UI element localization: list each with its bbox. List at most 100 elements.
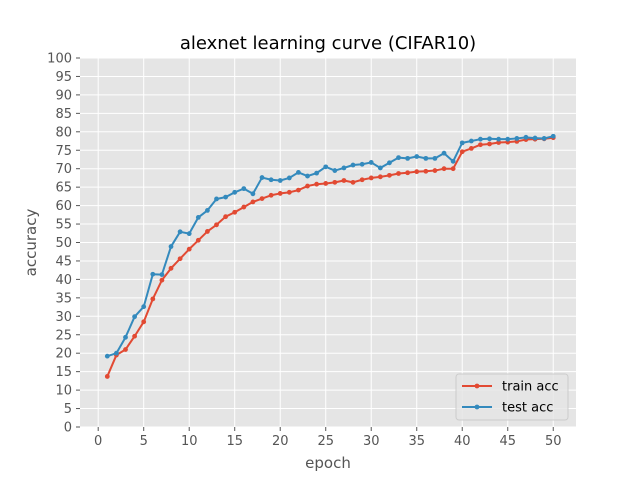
- data-point-test-acc: [205, 207, 210, 213]
- data-point-test-acc: [523, 134, 529, 140]
- data-point-train-acc: [396, 171, 401, 176]
- data-point-test-acc: [441, 150, 447, 156]
- y-tick-label: 55: [55, 218, 72, 233]
- x-tick-label: 45: [499, 434, 516, 449]
- data-point-train-acc: [277, 191, 283, 196]
- y-tick-label: 100: [47, 52, 72, 67]
- data-point-test-acc: [423, 155, 429, 161]
- data-point-test-acc: [368, 160, 374, 165]
- data-point-train-acc: [168, 265, 174, 271]
- data-point-test-acc: [350, 162, 356, 168]
- x-tick-label: 25: [317, 434, 334, 449]
- legend-label-test-acc: test acc: [502, 401, 553, 416]
- data-point-test-acc: [550, 133, 556, 139]
- data-point-test-acc: [223, 194, 229, 200]
- data-point-train-acc: [377, 174, 383, 180]
- data-point-test-acc: [405, 155, 411, 161]
- data-point-train-acc: [159, 277, 165, 283]
- y-tick-label: 75: [55, 144, 72, 159]
- x-tick-label: 35: [408, 434, 425, 449]
- data-point-train-acc: [423, 168, 429, 174]
- data-point-train-acc: [223, 214, 229, 220]
- data-point-train-acc: [250, 199, 256, 205]
- y-tick-label: 50: [55, 236, 72, 251]
- gridlines: [80, 57, 576, 428]
- y-tick-label: 60: [55, 199, 72, 214]
- data-point-train-acc: [405, 170, 411, 176]
- data-point-train-acc: [286, 189, 292, 195]
- x-tick-label: 30: [363, 434, 380, 449]
- data-point-test-acc: [459, 140, 465, 146]
- data-point-train-acc: [205, 229, 210, 234]
- y-tick-label: 25: [55, 328, 72, 343]
- data-point-test-acc: [314, 170, 320, 176]
- data-point-test-acc: [496, 136, 502, 142]
- y-tick-label: 70: [55, 162, 72, 177]
- data-point-test-acc: [359, 161, 365, 167]
- data-point-train-acc: [450, 166, 456, 172]
- x-tick-label: 10: [181, 434, 198, 449]
- data-point-test-acc: [159, 272, 165, 278]
- data-point-test-acc: [104, 353, 110, 359]
- data-point-train-acc: [232, 209, 238, 215]
- data-point-test-acc: [487, 136, 492, 142]
- x-tick-label: 40: [454, 434, 471, 449]
- data-point-test-acc: [514, 136, 520, 141]
- chart-title: alexnet learning curve (CIFAR10): [180, 33, 476, 54]
- x-tick-label: 15: [226, 434, 243, 449]
- data-point-test-acc: [396, 155, 401, 161]
- x-tick-label: 50: [545, 434, 562, 449]
- y-tick-label: 15: [55, 365, 72, 380]
- data-point-test-acc: [195, 215, 201, 220]
- data-point-train-acc: [487, 141, 492, 147]
- data-point-train-acc: [186, 246, 192, 252]
- y-tick-label: 30: [55, 310, 72, 325]
- data-point-train-acc: [459, 149, 465, 155]
- x-tick-label: 0: [94, 434, 102, 449]
- data-point-train-acc: [195, 237, 201, 243]
- data-point-train-acc: [332, 179, 338, 185]
- y-tick-label: 65: [55, 181, 72, 196]
- data-point-test-acc: [450, 158, 456, 164]
- y-tick-label: 5: [64, 402, 72, 417]
- data-point-test-acc: [532, 135, 538, 141]
- data-point-train-acc: [350, 179, 356, 185]
- x-axis-ticks: 0 5 10 15 20 25 30 35 40 45 50: [94, 427, 562, 449]
- data-point-train-acc: [341, 178, 347, 183]
- data-point-test-acc: [114, 350, 119, 356]
- data-point-test-acc: [214, 196, 219, 202]
- data-point-test-acc: [268, 177, 274, 183]
- y-tick-label: 45: [55, 254, 72, 269]
- data-point-train-acc: [141, 319, 147, 325]
- data-point-test-acc: [250, 191, 256, 197]
- data-point-train-acc: [432, 168, 438, 173]
- data-point-test-acc: [141, 304, 147, 310]
- data-point-train-acc: [104, 374, 110, 379]
- data-point-train-acc: [314, 181, 320, 187]
- series-test-acc: [104, 133, 556, 359]
- data-point-train-acc: [468, 146, 474, 151]
- data-point-test-acc: [541, 136, 547, 141]
- data-point-train-acc: [387, 172, 392, 178]
- data-point-train-acc: [214, 222, 219, 228]
- x-tick-label: 20: [272, 434, 289, 449]
- y-tick-label: 95: [55, 70, 72, 85]
- legend-label-train-acc: train acc: [502, 380, 559, 395]
- data-point-train-acc: [259, 196, 265, 201]
- data-point-test-acc: [387, 160, 392, 166]
- data-point-test-acc: [478, 136, 483, 142]
- data-point-train-acc: [241, 204, 247, 210]
- data-point-train-acc: [150, 296, 156, 302]
- y-tick-label: 80: [55, 125, 72, 140]
- data-point-train-acc: [296, 187, 301, 193]
- series-layer: [104, 133, 556, 379]
- data-point-train-acc: [177, 256, 183, 262]
- data-point-test-acc: [296, 169, 301, 175]
- data-point-test-acc: [468, 138, 474, 144]
- legend-swatch-train-acc-marker: [474, 383, 480, 389]
- data-point-train-acc: [368, 175, 374, 181]
- data-point-train-acc: [132, 333, 138, 339]
- y-tick-label: 35: [55, 291, 72, 306]
- data-point-test-acc: [177, 229, 183, 235]
- data-point-train-acc: [268, 192, 274, 198]
